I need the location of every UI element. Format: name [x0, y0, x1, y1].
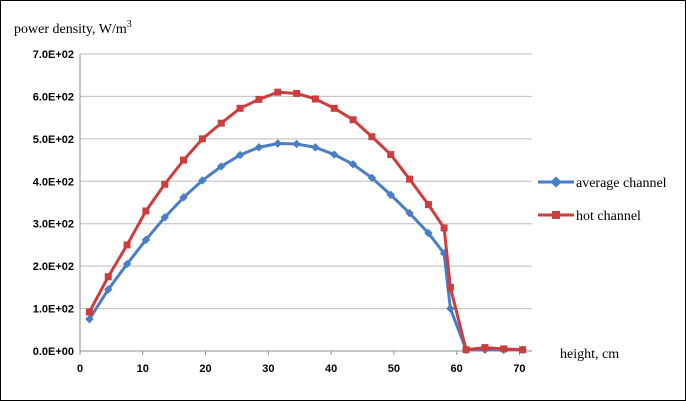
gridlines: [80, 53, 532, 310]
axes: [79, 54, 532, 352]
data-point-hot: [198, 135, 206, 143]
data-point-average: [104, 285, 113, 294]
data-point-average: [141, 235, 151, 245]
data-point-hot: [500, 345, 508, 353]
data-point-hot: [180, 156, 188, 164]
data-point-hot: [293, 89, 301, 97]
x-axis-label: height, cm: [560, 347, 619, 362]
legend-marker-diamond: [550, 176, 562, 188]
y-tick-labels: 0.0E+00 1.0E+02 2.0E+02 3.0E+02 4.0E+02 5.0E+…: [33, 49, 74, 358]
data-point-hot: [142, 207, 150, 215]
data-point-average: [122, 259, 132, 269]
data-point-hot: [519, 346, 527, 354]
data-point-hot: [330, 104, 338, 112]
y-tick-label: 1.0E+02: [33, 304, 74, 316]
x-tick-label: 20: [199, 363, 211, 375]
data-point-hot: [440, 224, 448, 232]
data-point-average: [311, 143, 320, 152]
y-tick-label: 2.0E+02: [33, 261, 74, 273]
y-tick-label: 7.0E+02: [33, 49, 74, 61]
data-point-average: [254, 143, 264, 152]
data-point-average: [273, 139, 282, 148]
data-point-hot: [446, 283, 454, 291]
data-point-hot: [161, 180, 169, 188]
data-point-hot: [217, 119, 225, 127]
data-point-average: [217, 162, 226, 171]
data-point-hot: [387, 151, 395, 159]
series-layer: [85, 88, 527, 354]
data-point-hot: [406, 175, 414, 183]
data-point-average: [367, 173, 377, 183]
data-point-average: [198, 176, 207, 185]
data-point-hot: [236, 104, 244, 112]
x-tick-label: 30: [262, 363, 274, 375]
x-tick-label: 0: [77, 363, 83, 375]
y-tick-label: 3.0E+02: [33, 219, 74, 231]
data-point-hot: [104, 273, 112, 281]
data-point-average: [85, 314, 94, 324]
legend-item-average: average channel: [538, 176, 667, 191]
data-point-hot: [85, 308, 93, 316]
data-point-average: [235, 150, 245, 160]
y-axis-label-text: power density, W/m: [14, 22, 127, 37]
y-tick-label: 6.0E+02: [33, 91, 74, 103]
x-tick-labels: 0 10 20 30 40 50 60 70: [77, 351, 526, 375]
legend-label-hot: hot channel: [576, 209, 641, 224]
x-tick-label: 70: [513, 363, 525, 375]
legend-marker-square: [552, 211, 560, 219]
data-point-hot: [462, 346, 470, 354]
y-axis-label: power density, W/m3: [14, 19, 132, 37]
data-point-average: [405, 208, 414, 218]
data-point-average: [160, 213, 169, 222]
legend-item-hot: hot channel: [538, 209, 641, 224]
series-line-hot: [88, 90, 523, 352]
y-tick-label: 5.0E+02: [33, 134, 74, 146]
data-point-average: [424, 228, 433, 238]
x-tick-label: 10: [137, 363, 149, 375]
data-point-average: [179, 193, 188, 202]
y-tick-label: 0.0E+00: [33, 346, 74, 358]
x-tick-label: 40: [325, 363, 337, 375]
legend-label-average: average channel: [576, 176, 667, 191]
data-point-average: [330, 150, 339, 159]
data-point-hot: [123, 241, 131, 249]
data-point-average: [386, 190, 395, 200]
data-point-hot: [424, 201, 432, 209]
data-point-hot: [368, 133, 376, 141]
data-point-hot: [255, 95, 263, 103]
legend: average channel hot channel: [538, 176, 667, 224]
data-point-hot: [311, 95, 319, 103]
x-tick-label: 60: [451, 363, 463, 375]
data-point-hot: [481, 344, 489, 352]
data-point-average: [446, 304, 455, 313]
y-tick-label: 4.0E+02: [33, 176, 74, 188]
data-point-average: [348, 160, 358, 169]
y-axis-label-superscript: 3: [127, 19, 132, 30]
data-point-average: [292, 139, 301, 149]
data-point-hot: [349, 116, 357, 124]
x-tick-label: 50: [388, 363, 400, 375]
data-point-hot: [274, 88, 282, 96]
